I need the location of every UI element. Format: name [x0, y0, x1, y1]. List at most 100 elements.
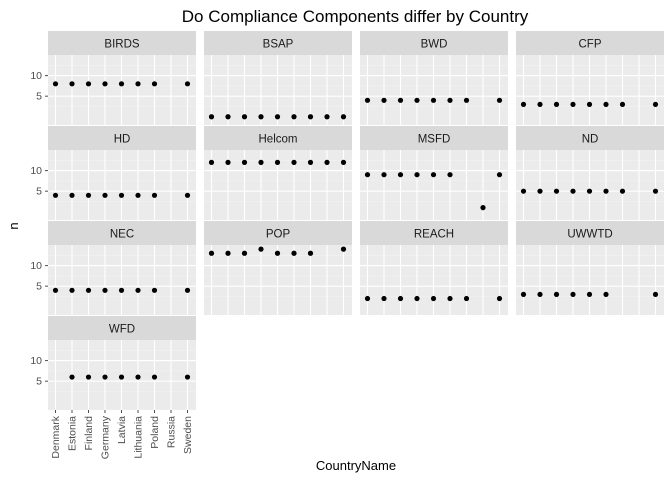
data-point-pop-estonia	[225, 250, 231, 256]
facet-bwd: BWD	[360, 31, 508, 125]
facet-label: NEC	[110, 229, 134, 241]
data-point-birds-denmark	[52, 81, 59, 87]
x-tick-label-poland: Poland	[149, 416, 161, 449]
data-point-nec-sweden	[184, 287, 191, 293]
facet-label: REACH	[414, 229, 454, 241]
data-point-birds-finland	[85, 81, 92, 87]
data-point-nec-denmark	[52, 287, 59, 293]
data-point-reach-lithuania	[447, 295, 453, 302]
facet-birds: BIRDS	[48, 31, 196, 125]
y-axis-title: n	[6, 222, 21, 229]
facet-hd: HD	[48, 126, 196, 220]
data-point-bsap-lithuania	[291, 114, 297, 120]
facet-cfp: CFP	[516, 31, 664, 125]
data-point-cfp-sweden	[652, 101, 659, 108]
data-point-uwwtd-lithuania	[603, 291, 609, 298]
facet-nec: NEC	[48, 221, 196, 315]
x-axis: Denmark Estonia Finland Germany Latvia Lithua…	[50, 410, 194, 459]
data-point-nd-estonia	[537, 188, 543, 194]
data-point-helcom-estonia	[225, 159, 231, 165]
facet-strip	[48, 31, 196, 55]
facet-label: UWWTD	[567, 229, 612, 241]
facet-label: ND	[582, 134, 599, 146]
data-point-nec-finland	[85, 287, 92, 293]
data-point-hd-finland	[85, 192, 92, 198]
data-point-msfd-denmark	[364, 172, 371, 178]
data-point-bwd-sweden	[496, 97, 503, 103]
data-point-helcom-denmark	[208, 159, 215, 165]
y-tick-label: 5	[36, 376, 42, 388]
data-point-msfd-sweden	[496, 172, 503, 178]
facet-uwwtd: UWWTD	[516, 221, 664, 315]
x-tick-label-estonia: Estonia	[67, 416, 79, 451]
y-tick-label: 10	[30, 165, 42, 177]
data-point-pop-germany	[258, 246, 264, 252]
facet-label: BSAP	[263, 39, 294, 51]
data-point-reach-latvia	[430, 295, 437, 302]
data-point-nd-poland	[619, 188, 626, 194]
data-point-pop-latvia	[274, 250, 281, 256]
facet-label: CFP	[579, 39, 602, 51]
data-point-helcom-sweden	[340, 159, 347, 165]
facet-label: POP	[266, 229, 291, 241]
data-point-wfd-sweden	[184, 374, 191, 380]
data-point-wfd-latvia	[118, 374, 125, 380]
data-point-cfp-latvia	[586, 101, 593, 108]
data-point-nec-poland	[151, 287, 158, 293]
facet-strip	[204, 31, 352, 55]
data-point-helcom-russia	[324, 159, 330, 165]
data-point-uwwtd-latvia	[586, 291, 593, 298]
data-point-wfd-germany	[102, 374, 108, 380]
facet-strip	[360, 31, 508, 55]
data-point-wfd-poland	[151, 374, 158, 380]
data-point-nd-denmark	[520, 188, 527, 194]
data-point-bsap-germany	[258, 114, 264, 120]
x-tick-label-germany: Germany	[100, 415, 112, 459]
data-point-bsap-russia	[324, 114, 330, 120]
facet-strip	[360, 126, 508, 150]
data-point-nd-sweden	[652, 188, 659, 194]
data-point-pop-sweden	[340, 246, 347, 252]
facet-msfd: MSFD	[360, 126, 508, 220]
x-tick-label-lithuania: Lithuania	[133, 416, 145, 459]
data-point-reach-sweden	[496, 295, 503, 302]
data-point-helcom-germany	[258, 159, 264, 165]
facet-strip	[516, 221, 664, 245]
data-point-nd-germany	[570, 188, 576, 194]
data-point-bsap-denmark	[208, 114, 215, 120]
data-point-uwwtd-denmark	[520, 291, 527, 298]
data-point-bwd-lithuania	[447, 97, 453, 103]
facet-strip	[516, 31, 664, 55]
data-point-hd-lithuania	[135, 192, 141, 198]
y-tick-label: 5	[36, 91, 42, 103]
data-point-cfp-poland	[619, 101, 626, 108]
x-tick-label-sweden: Sweden	[182, 416, 194, 454]
data-point-hd-denmark	[52, 192, 59, 198]
data-point-uwwtd-estonia	[537, 291, 543, 298]
facet-helcom: Helcom	[204, 126, 352, 220]
facet-pop: POP	[204, 221, 352, 315]
data-point-bwd-denmark	[364, 97, 371, 103]
data-point-nec-latvia	[118, 287, 125, 293]
data-point-nd-latvia	[586, 188, 593, 194]
data-point-helcom-latvia	[274, 159, 281, 165]
data-point-birds-sweden	[184, 81, 191, 87]
data-point-cfp-finland	[553, 101, 560, 108]
facet-strip	[48, 316, 196, 340]
facet-strip	[48, 221, 196, 245]
data-point-nec-estonia	[69, 287, 75, 293]
facet-label: BIRDS	[104, 39, 139, 51]
x-tick-label-finland: Finland	[83, 416, 95, 451]
data-point-pop-lithuania	[291, 250, 297, 256]
data-point-msfd-finland	[397, 172, 404, 178]
facet-nd: ND	[516, 126, 664, 220]
data-point-hd-poland	[151, 192, 158, 198]
data-point-nec-germany	[102, 287, 108, 293]
data-point-uwwtd-germany	[570, 291, 576, 298]
y-tick-label: 5	[36, 186, 42, 198]
facet-panels: BIRDS BSAP BWD CFP HD Helcom MSFD ND NEC POP REACH…	[48, 31, 664, 410]
data-point-msfd-estonia	[381, 172, 387, 178]
data-point-pop-denmark	[208, 250, 215, 256]
data-point-hd-sweden	[184, 192, 191, 198]
